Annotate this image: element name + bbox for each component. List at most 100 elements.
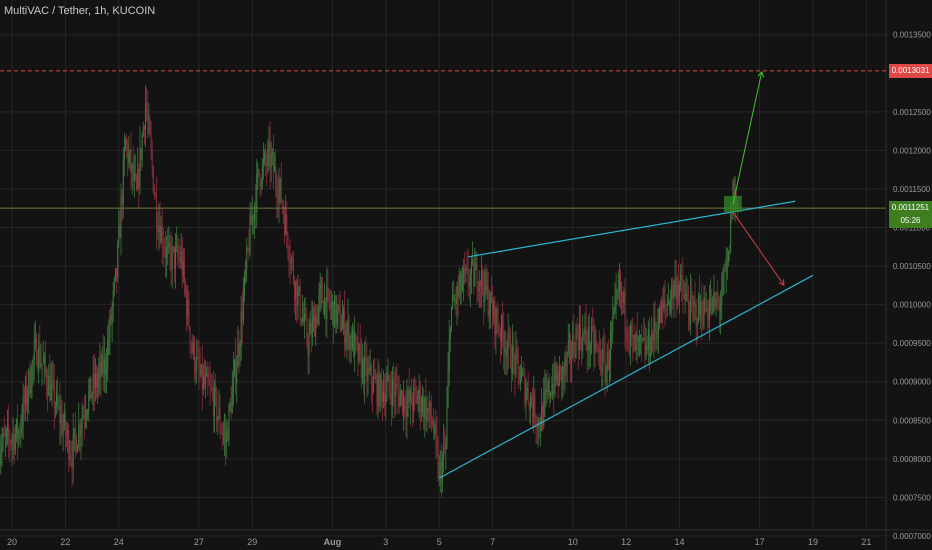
candle-body	[41, 363, 43, 365]
candle-body	[574, 353, 576, 358]
candle-body	[367, 368, 369, 381]
candle-body	[457, 285, 459, 296]
candle-body	[308, 334, 310, 356]
candle-body	[539, 430, 541, 432]
candle-body	[221, 432, 223, 435]
candle-body	[193, 341, 195, 371]
candle-body	[246, 248, 248, 270]
candle-body	[472, 261, 474, 263]
candle-body	[247, 248, 249, 249]
candle-body	[155, 195, 157, 197]
candle-body	[81, 418, 83, 429]
candle-body	[466, 267, 468, 269]
candle-body	[333, 301, 335, 328]
candle-body	[582, 332, 584, 351]
candle-body	[10, 443, 12, 444]
candle-body	[727, 251, 729, 262]
candle-body	[236, 367, 238, 384]
candle-body	[117, 243, 119, 278]
candle-body	[694, 302, 696, 304]
candle-body	[137, 169, 139, 190]
candle-body	[448, 339, 450, 371]
candle-body	[702, 321, 704, 326]
candle-body	[509, 337, 511, 367]
candle-body	[201, 364, 203, 390]
candle-body	[699, 296, 701, 315]
candle-body	[363, 358, 365, 385]
upper-trendline	[468, 200, 796, 258]
candle-body	[548, 381, 550, 397]
candle-body	[189, 327, 191, 344]
candle-body	[558, 366, 560, 387]
candle-body	[150, 135, 152, 150]
candle-body	[83, 415, 85, 417]
candle-body	[271, 152, 273, 155]
candle-body	[179, 257, 181, 263]
candle-body	[116, 268, 118, 278]
candle-body	[33, 344, 35, 360]
candle-body	[149, 119, 151, 136]
candle-body	[264, 153, 266, 160]
candle-body	[628, 341, 630, 343]
candle-body	[551, 392, 553, 396]
candle-body	[670, 299, 672, 310]
candle-body	[383, 393, 385, 403]
candle-body	[503, 333, 505, 353]
candle-body	[281, 201, 283, 207]
candle-body	[492, 303, 494, 318]
candle-body	[146, 103, 148, 114]
candle-body	[11, 439, 13, 444]
candle-body	[216, 391, 218, 422]
candle-body	[442, 458, 444, 483]
candle-body	[516, 349, 518, 353]
candle-body	[91, 393, 93, 400]
candle-body	[156, 196, 158, 230]
candle-body	[555, 364, 557, 381]
candle-body	[180, 251, 182, 263]
candle-body	[546, 389, 548, 393]
candle-body	[497, 324, 499, 333]
candle-body	[444, 446, 446, 450]
candle-body	[504, 348, 506, 353]
candle-body	[148, 119, 150, 121]
candle-body	[592, 325, 594, 329]
candle-body	[704, 297, 706, 312]
candle-body	[40, 364, 42, 367]
candle-body	[87, 410, 89, 415]
candle-body	[31, 363, 33, 389]
candle-body	[73, 428, 75, 435]
candle-body	[58, 405, 60, 407]
candle-body	[231, 388, 233, 414]
candle-body	[690, 295, 692, 325]
candle-body	[527, 387, 529, 404]
candle-body	[21, 425, 23, 428]
candle-body	[29, 371, 31, 394]
candle-body	[473, 261, 475, 287]
candle-body	[730, 213, 732, 252]
y-tick-label: 0.0008500	[893, 416, 931, 425]
candle-body	[418, 386, 420, 398]
candle-body	[274, 166, 276, 172]
candle-body	[403, 396, 405, 412]
candle-body	[428, 401, 430, 412]
candle-body	[440, 462, 442, 483]
candle-body	[430, 417, 432, 422]
candle-body	[565, 358, 567, 367]
candle-body	[365, 356, 367, 359]
candle-body	[723, 269, 725, 275]
candle-body	[330, 305, 332, 309]
candle-body	[67, 430, 69, 436]
candle-body	[257, 168, 259, 175]
candle-body	[265, 153, 267, 163]
candle-body	[614, 299, 616, 310]
candle-body	[460, 273, 462, 291]
candle-body	[140, 148, 142, 161]
candle-body	[584, 326, 586, 335]
candle-body	[318, 295, 320, 308]
candle-body	[121, 197, 123, 205]
candle-body	[267, 148, 269, 166]
candle-body	[113, 278, 115, 290]
candle-body	[502, 316, 504, 334]
candle-body	[537, 418, 539, 428]
